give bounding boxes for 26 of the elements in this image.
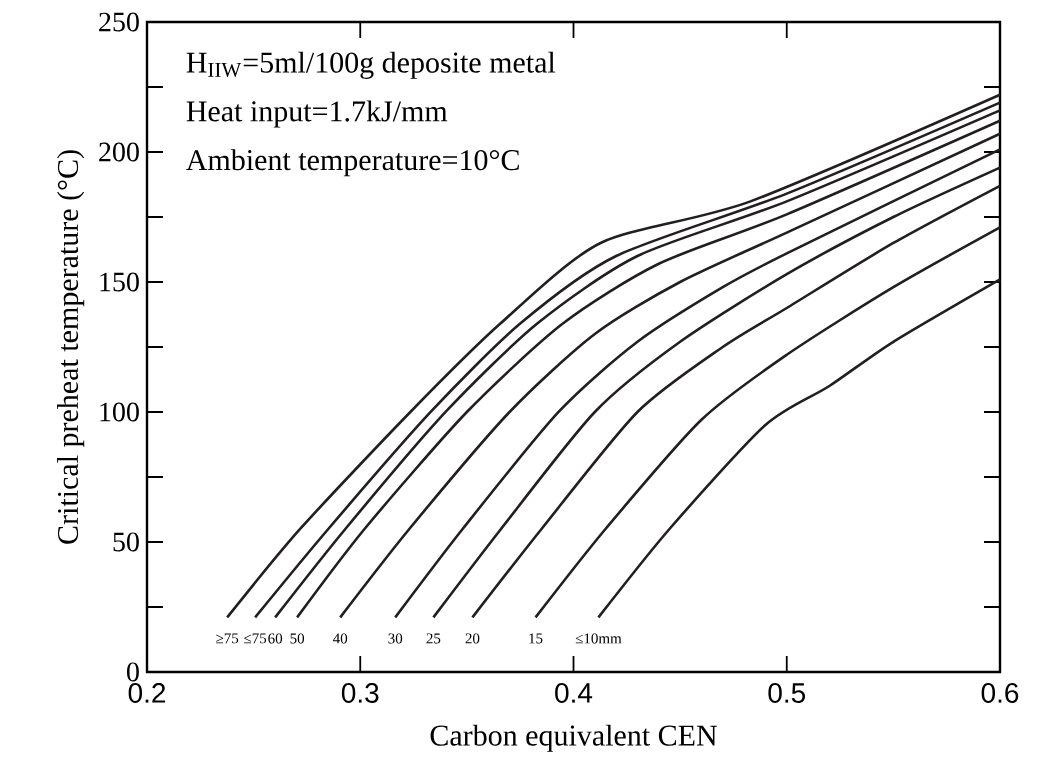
y-tick-label: 100 <box>100 402 139 422</box>
series-label: 30 <box>388 633 403 644</box>
annotation: Ambient temperature=10°C <box>186 149 519 177</box>
y-tick-label: 50 <box>113 532 139 552</box>
series-label: ≤75 <box>244 633 267 644</box>
series-label: 40 <box>332 633 348 644</box>
x-tick-label: 0.4 <box>555 683 593 703</box>
series-label: 50 <box>290 633 305 644</box>
series-label: ≤10mm <box>575 633 622 644</box>
annotation: Heat input=1.7kJ/mm <box>186 100 448 128</box>
x-tick-label: 0.6 <box>981 683 1019 703</box>
series-label: 15 <box>529 633 543 644</box>
y-tick-label: 200 <box>99 142 139 162</box>
series-label: 60 <box>268 633 283 644</box>
y-axis-title: Critical preheat temperature (°C) <box>57 150 85 544</box>
y-tick-label: 0 <box>127 662 139 682</box>
y-tick-label: 150 <box>100 272 139 292</box>
x-tick-label: 0.3 <box>341 683 379 703</box>
series-label: ≥75 <box>216 633 239 644</box>
series-label: 25 <box>426 633 441 644</box>
annotation: H$_{IIW}$=5ml/100g deposite metal <box>186 51 556 79</box>
x-tick-label: 0.5 <box>768 683 806 703</box>
series-label: 20 <box>465 633 480 644</box>
y-tick-label: 250 <box>99 12 139 32</box>
x-tick-label: 0.2 <box>128 683 166 703</box>
x-axis-title: Carbon equivalent CEN <box>430 724 717 752</box>
